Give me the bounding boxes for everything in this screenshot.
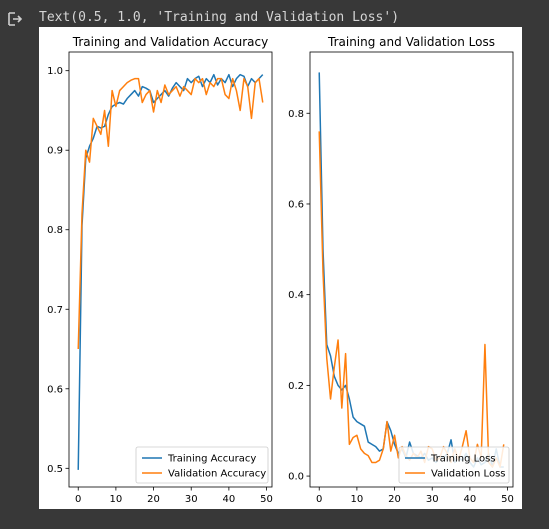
legend: Training Accuracy Validation Accuracy (135, 446, 269, 484)
series-line-validation-loss (318, 131, 505, 468)
y-tick-label: 0.5 (47, 464, 63, 475)
x-tick-label: 50 (501, 494, 514, 505)
x-tick-label: 0 (316, 494, 322, 505)
x-tick-label: 10 (110, 494, 123, 505)
x-tick-label: 50 (260, 494, 273, 505)
chart-title: Training and Validation Accuracy (72, 35, 268, 49)
legend-entry: Training Loss (430, 454, 496, 465)
y-tick-label: 0.9 (47, 146, 63, 157)
x-tick-label: 30 (185, 494, 198, 505)
x-tick-label: 30 (426, 494, 439, 505)
legend: Training Loss Validation Loss (398, 446, 510, 484)
y-tick-label: 0.4 (288, 290, 304, 301)
x-tick-label: 10 (351, 494, 364, 505)
cell-output-text: Text(0.5, 1.0, 'Training and Validation … (39, 10, 400, 25)
x-tick-label: 40 (464, 494, 477, 505)
x-tick-label: 40 (223, 494, 236, 505)
legend-entry: Validation Loss (431, 469, 506, 480)
axes-frame (68, 51, 273, 488)
legend-box (398, 446, 510, 484)
y-tick-label: 1.0 (47, 66, 63, 77)
x-tick-label: 20 (388, 494, 401, 505)
chart-title: Training and Validation Loss (327, 35, 495, 49)
y-tick-label: 0.0 (288, 472, 304, 483)
chart-2: Training and Validation Loss 0 10 20 30 40 50 0… (288, 35, 514, 505)
chart-1: Training and Validation Accuracy 0 10 20 30 4… (47, 35, 273, 505)
output-arrow-icon (8, 12, 23, 26)
y-tick-label: 0.7 (47, 305, 63, 316)
series-line-validation-accuracy (77, 77, 264, 350)
legend-box (135, 446, 269, 484)
x-tick-label: 20 (147, 494, 160, 505)
axes-frame (309, 51, 514, 488)
y-tick-label: 0.8 (288, 109, 304, 120)
figure-canvas: Training and Validation Accuracy 0 10 20 30 4… (47, 35, 514, 505)
x-tick-label: 0 (75, 494, 81, 505)
series-line-training-accuracy (77, 73, 264, 470)
series-line-training-loss (318, 72, 504, 468)
legend-entry: Training Accuracy (167, 454, 256, 465)
y-tick-label: 0.6 (288, 199, 304, 210)
y-tick-label: 0.8 (47, 225, 63, 236)
y-tick-label: 0.6 (47, 384, 63, 395)
y-tick-label: 0.2 (288, 381, 304, 392)
legend-entry: Validation Accuracy (168, 469, 266, 480)
figure: Training and Validation Accuracy 0 10 20 30 4… (39, 27, 522, 509)
